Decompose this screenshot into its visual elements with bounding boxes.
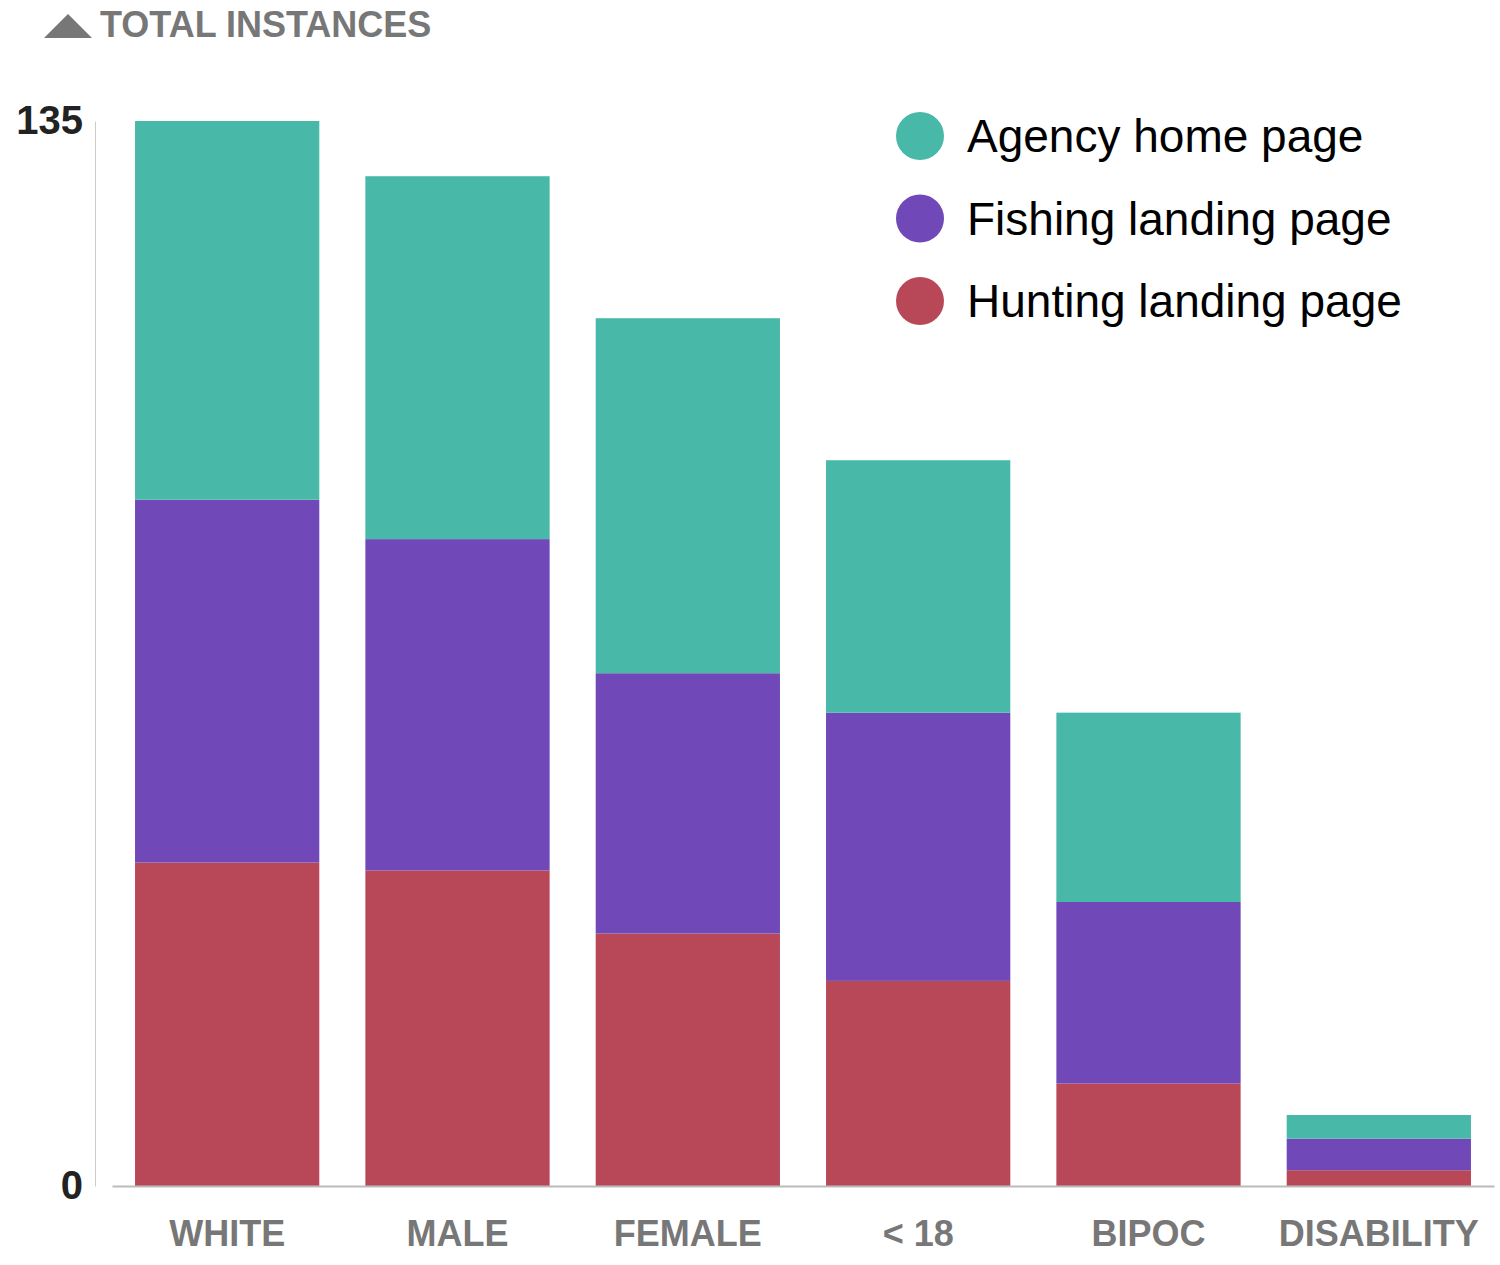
legend-swatch [896, 195, 944, 243]
bar-segment [1287, 1170, 1471, 1186]
y-tick-label: 0 [61, 1163, 83, 1207]
y-tick-label: 135 [16, 98, 83, 142]
bar-segment [596, 673, 780, 933]
bar-segment [135, 863, 319, 1186]
x-tick: MALE [407, 1186, 509, 1254]
x-tick: BIPOC [1091, 1186, 1205, 1254]
x-tick: < 18 [883, 1186, 954, 1254]
bar-segment [365, 176, 549, 539]
bar-segment [365, 539, 549, 870]
y-axis-title: TOTAL INSTANCES [100, 4, 431, 45]
bar-segment [596, 318, 780, 673]
x-tick-label: DISABILITY [1279, 1213, 1479, 1254]
legend-label: Hunting landing page [967, 275, 1402, 327]
bar-segment [135, 500, 319, 863]
bar-segment [826, 981, 1010, 1186]
bar-segment [135, 121, 319, 500]
x-tick-label: WHITE [169, 1213, 285, 1254]
x-tick: DISABILITY [1279, 1186, 1479, 1254]
y-tick: 0 [61, 1163, 95, 1207]
legend-item: Agency home page [896, 110, 1363, 162]
legend: Agency home page Fishing landing page Hunt… [896, 110, 1402, 327]
bars [135, 121, 1471, 1186]
bar-segment [365, 870, 549, 1186]
legend-swatch [896, 112, 944, 160]
y-title-arrow [44, 14, 92, 38]
legend-label: Fishing landing page [967, 193, 1392, 245]
legend-label: Agency home page [967, 110, 1363, 162]
bar-segment [826, 460, 1010, 712]
chart: 0 135 WHITE MALE FEMALE < 18 BIPOC DISABILITY TO… [0, 0, 1500, 1265]
y-axis-line [95, 122, 96, 1187]
x-axis: WHITE MALE FEMALE < 18 BIPOC DISABILITY [113, 1186, 1495, 1254]
x-tick-label: BIPOC [1091, 1213, 1205, 1254]
x-tick-label: FEMALE [614, 1213, 762, 1254]
x-tick-label: MALE [407, 1213, 509, 1254]
bar-segment [1056, 1083, 1240, 1186]
x-axis-line [113, 1186, 1495, 1188]
legend-item: Hunting landing page [896, 275, 1402, 327]
bar-segment [1287, 1139, 1471, 1171]
y-tick: 135 [16, 98, 95, 142]
bar-segment [1287, 1115, 1471, 1139]
legend-item: Fishing landing page [896, 193, 1392, 245]
legend-swatch [896, 277, 944, 325]
x-tick: WHITE [169, 1186, 285, 1254]
x-tick: FEMALE [614, 1186, 762, 1254]
bar-segment [1056, 713, 1240, 902]
bar-segment [1056, 902, 1240, 1083]
y-axis: 0 135 [16, 98, 95, 1207]
bar-segment [826, 713, 1010, 981]
x-tick-label: < 18 [883, 1213, 954, 1254]
bar-segment [596, 934, 780, 1186]
